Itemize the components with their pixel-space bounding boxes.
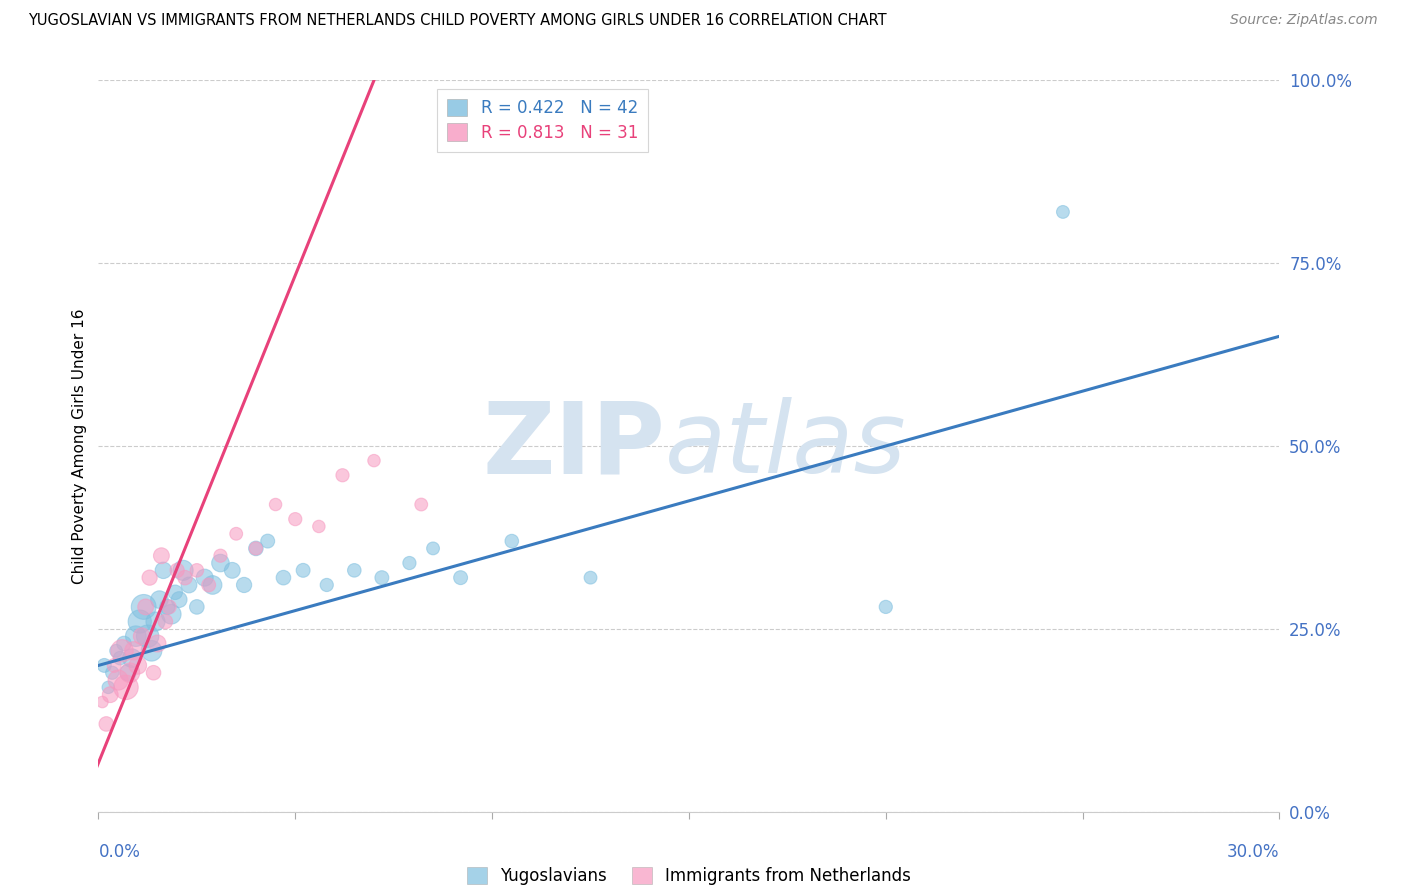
Point xyxy=(138,571,160,585)
Point xyxy=(146,636,169,650)
Point xyxy=(221,563,243,577)
Text: YUGOSLAVIAN VS IMMIGRANTS FROM NETHERLANDS CHILD POVERTY AMONG GIRLS UNDER 16 CO: YUGOSLAVIAN VS IMMIGRANTS FROM NETHERLAN… xyxy=(28,13,887,29)
Text: atlas: atlas xyxy=(665,398,907,494)
Point xyxy=(136,629,159,643)
Text: 0.0%: 0.0% xyxy=(98,843,141,861)
Point xyxy=(135,599,157,614)
Point xyxy=(91,695,114,709)
Point xyxy=(165,585,187,599)
Point xyxy=(166,563,188,577)
Point xyxy=(141,644,163,658)
Point xyxy=(152,563,174,577)
Point xyxy=(98,688,121,702)
Point xyxy=(209,556,232,570)
Point xyxy=(107,673,129,687)
Point xyxy=(148,592,170,607)
Point xyxy=(115,681,138,695)
Point xyxy=(194,571,217,585)
Point xyxy=(174,571,197,585)
Point xyxy=(875,599,897,614)
Point xyxy=(371,571,394,585)
Point xyxy=(117,665,139,680)
Point xyxy=(450,571,472,585)
Point xyxy=(273,571,295,585)
Point xyxy=(122,644,145,658)
Point xyxy=(150,549,173,563)
Point xyxy=(108,651,131,665)
Point xyxy=(131,629,153,643)
Point xyxy=(157,599,180,614)
Point xyxy=(177,578,200,592)
Point xyxy=(156,599,179,614)
Point xyxy=(96,717,118,731)
Point xyxy=(97,681,120,695)
Point xyxy=(112,636,135,650)
Text: 30.0%: 30.0% xyxy=(1227,843,1279,861)
Point xyxy=(145,615,167,629)
Point xyxy=(186,563,208,577)
Point xyxy=(363,453,385,467)
Point xyxy=(172,563,194,577)
Point xyxy=(155,615,177,629)
Point xyxy=(197,578,219,592)
Point xyxy=(160,607,183,622)
Point xyxy=(284,512,307,526)
Point xyxy=(101,665,124,680)
Point xyxy=(343,563,366,577)
Point xyxy=(105,644,128,658)
Point xyxy=(93,658,115,673)
Point xyxy=(1052,205,1074,219)
Y-axis label: Child Poverty Among Girls Under 16: Child Poverty Among Girls Under 16 xyxy=(72,309,87,583)
Text: ZIP: ZIP xyxy=(482,398,665,494)
Point xyxy=(201,578,224,592)
Point xyxy=(332,468,354,483)
Point xyxy=(501,534,523,549)
Legend: Yugoslavians, Immigrants from Netherlands: Yugoslavians, Immigrants from Netherland… xyxy=(460,860,918,892)
Point xyxy=(142,665,165,680)
Point xyxy=(256,534,278,549)
Point xyxy=(398,556,420,570)
Point xyxy=(128,615,150,629)
Point xyxy=(103,658,125,673)
Point xyxy=(245,541,267,556)
Point xyxy=(167,592,190,607)
Point xyxy=(225,526,247,541)
Point xyxy=(186,599,208,614)
Point xyxy=(132,599,155,614)
Point xyxy=(125,629,148,643)
Text: Source: ZipAtlas.com: Source: ZipAtlas.com xyxy=(1230,13,1378,28)
Point xyxy=(292,563,315,577)
Point xyxy=(315,578,337,592)
Point xyxy=(111,644,134,658)
Point xyxy=(245,541,267,556)
Point xyxy=(209,549,232,563)
Point xyxy=(411,498,433,512)
Point xyxy=(308,519,330,533)
Point xyxy=(422,541,444,556)
Point xyxy=(118,665,141,680)
Point xyxy=(233,578,256,592)
Point xyxy=(127,658,149,673)
Point xyxy=(264,498,287,512)
Point xyxy=(121,651,143,665)
Point xyxy=(579,571,602,585)
